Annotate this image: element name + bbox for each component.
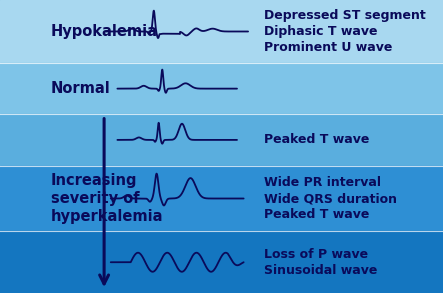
Text: Normal: Normal (51, 81, 111, 96)
Text: Increasing
severity of
hyperkalemia: Increasing severity of hyperkalemia (51, 173, 163, 224)
Text: Peaked T wave: Peaked T wave (264, 133, 369, 146)
Bar (0, 166, 443, 231)
Text: Loss of P wave
Sinusoidal wave: Loss of P wave Sinusoidal wave (264, 248, 377, 277)
Bar (0, 0, 443, 63)
Bar (0, 63, 443, 114)
Bar (0, 231, 443, 293)
Text: Hypokalemia: Hypokalemia (51, 24, 158, 39)
Text: Depressed ST segment
Diphasic T wave
Prominent U wave: Depressed ST segment Diphasic T wave Pro… (264, 9, 425, 54)
Bar (0, 114, 443, 166)
Text: Wide PR interval
Wide QRS duration
Peaked T wave: Wide PR interval Wide QRS duration Peake… (264, 176, 396, 221)
